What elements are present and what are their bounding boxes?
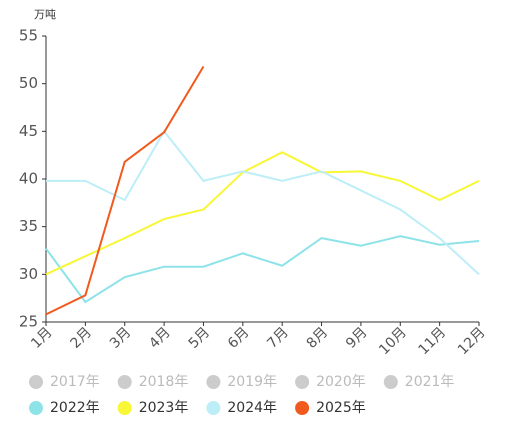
- legend-marker[interactable]: [117, 375, 132, 389]
- y-tick-label: 55: [19, 27, 38, 45]
- legend-marker[interactable]: [29, 375, 43, 389]
- x-tick-label: 9月: [343, 324, 371, 352]
- x-tick-label: 2月: [67, 324, 95, 352]
- legend-marker[interactable]: [206, 401, 221, 415]
- series-line: [45, 65, 205, 316]
- y-tick-label: 40: [19, 170, 38, 188]
- x-tick-label: 12月: [455, 324, 489, 358]
- x-tick-label: 7月: [264, 324, 292, 352]
- x-tick-label: 4月: [146, 324, 174, 352]
- legend-label[interactable]: 2021年: [405, 374, 455, 390]
- legend-label[interactable]: 2018年: [139, 374, 189, 390]
- y-tick-label: 50: [19, 74, 38, 92]
- x-tick-label: 5月: [186, 324, 214, 352]
- legend-marker[interactable]: [383, 375, 398, 389]
- series-line: [46, 129, 480, 276]
- y-tick-label: 45: [19, 122, 38, 140]
- legend-label[interactable]: 2017年: [50, 374, 100, 390]
- legend-marker[interactable]: [295, 375, 310, 389]
- legend-marker[interactable]: [206, 375, 221, 389]
- legend-label[interactable]: 2025年: [316, 400, 366, 416]
- y-tick-label: 30: [19, 265, 38, 283]
- legend-label[interactable]: 2020年: [316, 374, 366, 390]
- y-tick-label: 25: [19, 313, 38, 331]
- unit-label: 万吨: [34, 8, 56, 21]
- series-line: [45, 235, 480, 304]
- series-line: [45, 151, 480, 276]
- legend-label[interactable]: 2019年: [227, 374, 277, 390]
- legend-label[interactable]: 2022年: [50, 400, 100, 416]
- legend-label[interactable]: 2024年: [227, 400, 277, 416]
- y-tick-label: 35: [19, 217, 38, 235]
- x-tick-label: 3月: [107, 324, 135, 352]
- x-tick-label: 11月: [415, 324, 449, 358]
- legend-marker[interactable]: [295, 401, 310, 415]
- x-tick-label: 10月: [376, 324, 410, 358]
- legend-marker[interactable]: [117, 401, 132, 415]
- x-tick-label: 8月: [304, 324, 332, 352]
- legend-label[interactable]: 2023年: [139, 400, 189, 416]
- x-tick-label: 6月: [225, 324, 253, 352]
- legend-marker[interactable]: [29, 401, 43, 415]
